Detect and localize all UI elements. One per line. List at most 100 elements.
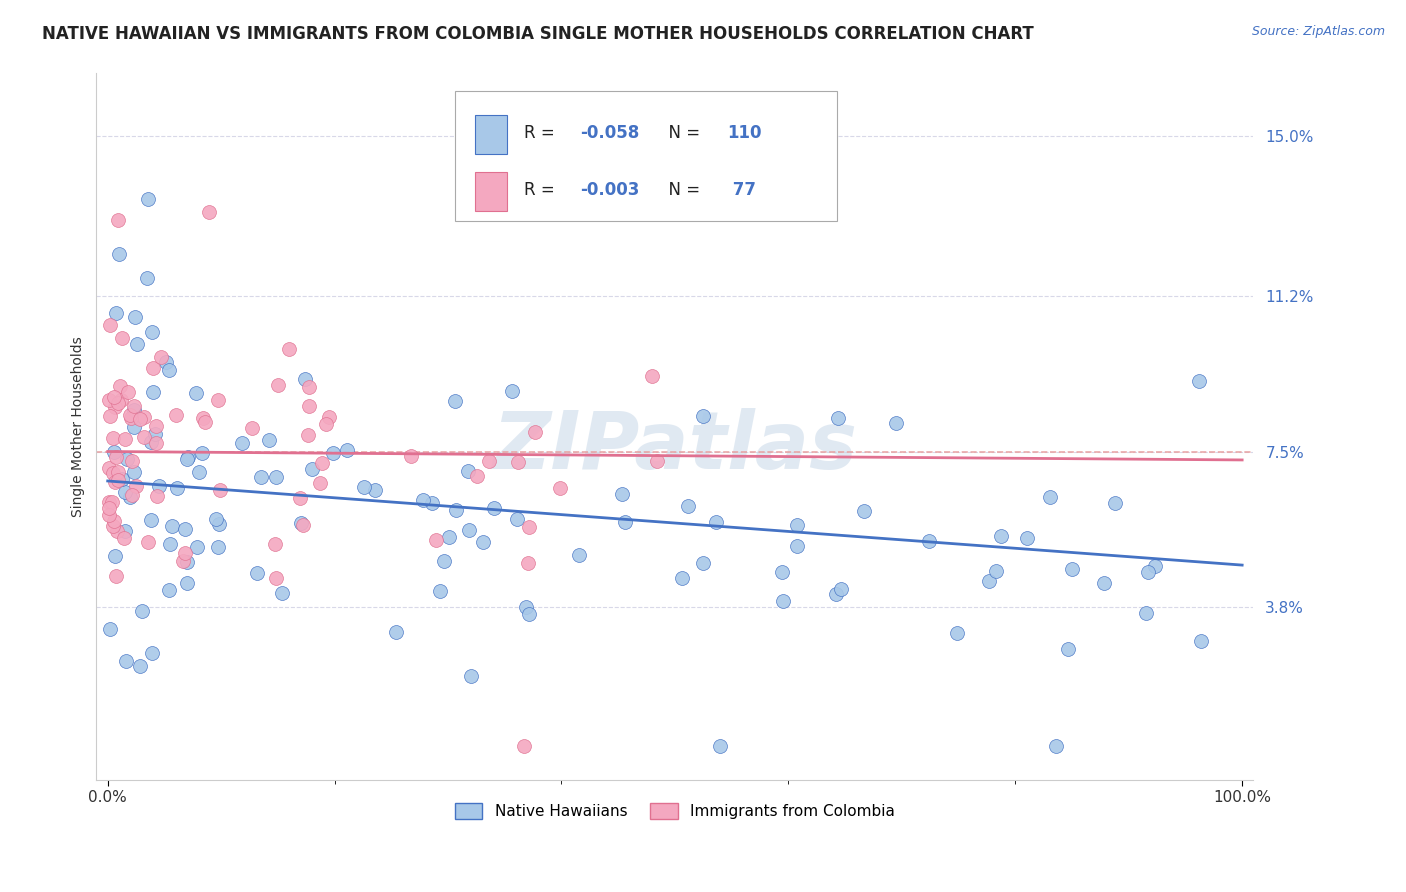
- Point: [336, 443, 359, 458]
- Bar: [475, 115, 508, 154]
- Point: [918, 533, 941, 548]
- Point: [827, 411, 849, 425]
- Point: [671, 571, 693, 585]
- Point: [297, 428, 319, 442]
- Point: [465, 469, 488, 483]
- Point: [207, 393, 229, 408]
- Point: [132, 430, 155, 444]
- Point: [146, 489, 169, 503]
- Point: [506, 512, 529, 526]
- Point: [148, 479, 170, 493]
- Point: [501, 384, 523, 398]
- Point: [460, 669, 482, 683]
- Point: [142, 385, 165, 400]
- Point: [143, 426, 166, 441]
- Point: [128, 411, 150, 425]
- Point: [830, 582, 852, 596]
- Point: [613, 515, 636, 529]
- Point: [884, 417, 907, 431]
- Point: [98, 392, 121, 407]
- Point: [105, 524, 128, 539]
- Point: [98, 622, 121, 636]
- Point: [101, 467, 124, 481]
- Point: [101, 518, 124, 533]
- Point: [1143, 559, 1166, 574]
- Point: [190, 446, 212, 460]
- Point: [290, 516, 312, 530]
- Point: [990, 529, 1012, 543]
- Point: [513, 739, 536, 753]
- Point: [250, 469, 273, 483]
- Point: [292, 517, 315, 532]
- Point: [107, 213, 129, 227]
- Point: [104, 475, 127, 489]
- Point: [97, 508, 120, 523]
- Point: [103, 390, 125, 404]
- Point: [97, 494, 120, 508]
- Point: [266, 378, 288, 392]
- Point: [176, 556, 198, 570]
- Point: [186, 540, 208, 554]
- Point: [977, 574, 1000, 588]
- Point: [112, 532, 135, 546]
- Point: [315, 417, 337, 431]
- Point: [692, 556, 714, 570]
- Point: [187, 466, 209, 480]
- Point: [104, 450, 127, 464]
- Point: [825, 587, 848, 601]
- Point: [301, 462, 323, 476]
- Point: [165, 408, 187, 422]
- Point: [294, 371, 316, 385]
- Point: [364, 483, 387, 497]
- Point: [516, 556, 538, 570]
- Point: [149, 350, 172, 364]
- Point: [145, 436, 167, 450]
- Point: [517, 607, 540, 621]
- Point: [177, 450, 200, 464]
- Point: [290, 491, 312, 506]
- Point: [853, 504, 876, 518]
- Point: [770, 565, 793, 579]
- Point: [207, 540, 229, 554]
- Point: [984, 564, 1007, 578]
- Point: [457, 464, 479, 478]
- Point: [121, 453, 143, 467]
- Point: [444, 503, 467, 517]
- Point: [1135, 606, 1157, 620]
- Point: [1039, 491, 1062, 505]
- Point: [257, 434, 280, 448]
- Point: [298, 399, 321, 413]
- Text: Source: ZipAtlas.com: Source: ZipAtlas.com: [1251, 25, 1385, 38]
- Text: 110: 110: [727, 124, 762, 142]
- Point: [142, 360, 165, 375]
- Point: [104, 569, 127, 583]
- Point: [176, 575, 198, 590]
- Point: [100, 495, 122, 509]
- Point: [155, 355, 177, 369]
- Point: [309, 475, 332, 490]
- Point: [111, 472, 134, 486]
- Point: [127, 336, 149, 351]
- Text: NATIVE HAWAIIAN VS IMMIGRANTS FROM COLOMBIA SINGLE MOTHER HOUSEHOLDS CORRELATION: NATIVE HAWAIIAN VS IMMIGRANTS FROM COLOM…: [42, 25, 1033, 43]
- Point: [97, 461, 120, 475]
- Point: [139, 435, 162, 450]
- Point: [472, 534, 495, 549]
- Text: -0.003: -0.003: [581, 180, 640, 199]
- Point: [264, 470, 287, 484]
- Point: [121, 487, 143, 501]
- Point: [157, 583, 180, 598]
- Point: [1092, 575, 1115, 590]
- Point: [159, 363, 181, 377]
- Point: [122, 420, 145, 434]
- Point: [264, 537, 287, 551]
- Point: [145, 419, 167, 434]
- Point: [568, 548, 591, 562]
- Point: [322, 445, 344, 459]
- Point: [105, 306, 128, 320]
- Point: [104, 401, 127, 415]
- Point: [676, 500, 699, 514]
- Point: [107, 465, 129, 479]
- Point: [1187, 374, 1209, 388]
- Point: [437, 529, 460, 543]
- Point: [159, 537, 181, 551]
